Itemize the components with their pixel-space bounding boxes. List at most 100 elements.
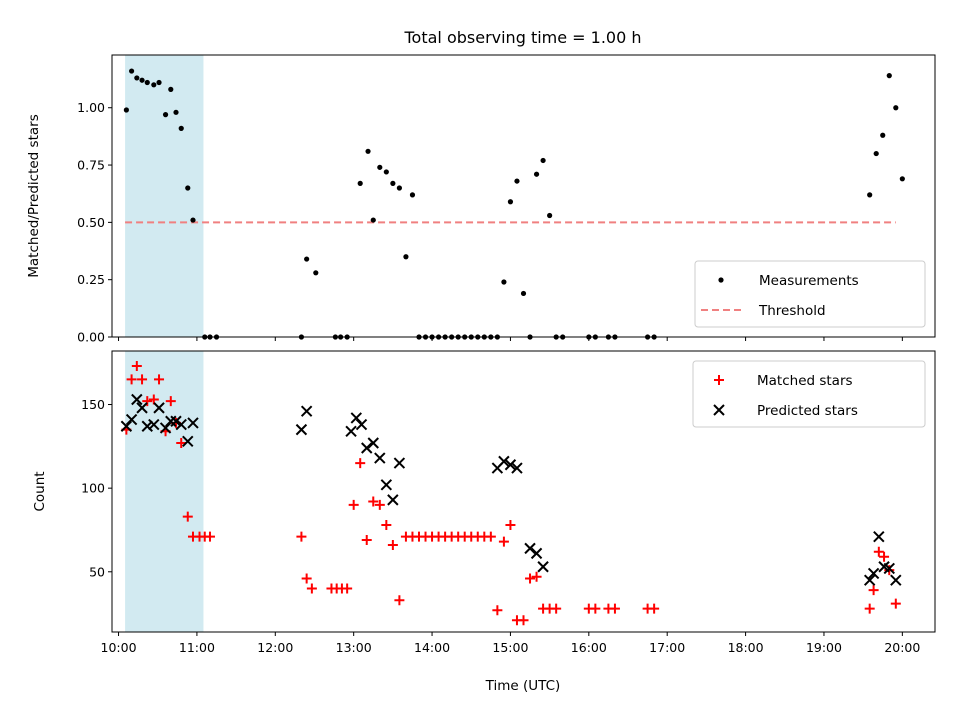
measurement-point: [156, 79, 162, 86]
measurement-point: [178, 125, 184, 131]
y-axis-title: Matched/Predicted stars: [26, 114, 42, 277]
predicted-star-point: [530, 547, 543, 560]
predicted-star-point: [367, 437, 379, 449]
predicted-star-point: [511, 462, 523, 474]
matched-star-point: [884, 565, 895, 576]
measurement-point: [370, 217, 376, 223]
y-tick-label: 150: [81, 397, 105, 412]
predicted-star-point: [873, 530, 885, 543]
x-tick-label: 20:00: [884, 640, 920, 655]
measurement-point: [501, 279, 507, 285]
matched-star-point: [868, 585, 879, 596]
matched-star-point: [505, 519, 516, 530]
top-panel: 0.00 0.25 0.50 0.75 1.00 Matched/Predicted st…: [26, 54, 936, 345]
matched-star-point: [864, 603, 875, 614]
predicted-star-point: [355, 418, 368, 431]
legend-label: Predicted stars: [757, 403, 858, 419]
matched-star-point: [355, 458, 366, 469]
matched-star-point: [126, 374, 137, 385]
predicted-star-point: [141, 420, 153, 432]
y-tick-label: 0.75: [77, 158, 105, 173]
series-predicted-stars: [120, 393, 902, 586]
predicted-star-point: [498, 455, 510, 468]
matched-star-point: [131, 361, 142, 372]
x-tick-label: 19:00: [806, 640, 842, 655]
matched-star-point: [551, 603, 562, 614]
predicted-star-point: [136, 402, 148, 414]
bottom-panel: 10:00 11:00 12:00 13:00 14:00 15:00 16:00 17:00…: [32, 350, 936, 655]
matched-star-point: [890, 598, 901, 609]
legend-box: [694, 260, 926, 328]
matched-star-point: [381, 519, 392, 530]
y-tick-label: 50: [89, 564, 105, 579]
measurement-point: [139, 77, 145, 83]
predicted-star-point: [148, 418, 160, 431]
legend-matched-swatch: [714, 375, 724, 385]
legend-measurement-swatch: [718, 277, 724, 283]
matched-star-point: [498, 536, 509, 547]
observing-span-shade: [125, 55, 204, 337]
matched-star-point: [154, 374, 165, 385]
legend-label: Matched stars: [757, 373, 853, 389]
matched-star-point: [485, 531, 496, 542]
matched-star-point: [492, 605, 503, 616]
y-axis-title: Count: [32, 471, 48, 511]
measurement-point: [396, 185, 402, 191]
predicted-star-point: [380, 479, 393, 491]
matched-star-point: [306, 583, 317, 594]
legend-predicted-swatch: [713, 404, 725, 416]
x-tick-label: 16:00: [571, 640, 607, 655]
x-tick-label: 14:00: [414, 640, 450, 655]
matched-star-point: [387, 540, 398, 551]
measurement-point: [867, 192, 873, 198]
measurement-point: [185, 185, 191, 191]
matched-star-point: [394, 595, 405, 606]
axes-frame: [111, 54, 936, 338]
predicted-star-point: [350, 412, 362, 424]
y-tick-label: 1.00: [77, 100, 105, 115]
matched-star-point: [142, 396, 153, 407]
series-matched-stars: [121, 361, 901, 626]
predicted-star-point: [345, 425, 357, 437]
x-tick-label: 15:00: [492, 640, 528, 655]
measurement-point: [520, 290, 527, 297]
measurement-point: [899, 176, 905, 182]
chart-title: Total observing time = 1.00 h: [403, 28, 641, 47]
predicted-star-point: [153, 402, 165, 414]
axes-frame: [111, 350, 936, 633]
predicted-star-point: [125, 413, 138, 426]
matched-star-point: [301, 573, 312, 584]
y-tick-label: 0.25: [77, 272, 105, 287]
legend-label: Measurements: [759, 273, 859, 289]
matched-star-point: [374, 499, 385, 510]
matched-star-point: [137, 374, 148, 385]
predicted-star-point: [300, 405, 313, 417]
measurement-point: [134, 75, 140, 81]
x-tick-label: 13:00: [336, 640, 372, 655]
observing-span-shade: [125, 351, 204, 632]
x-tick-label: 18:00: [728, 640, 764, 655]
predicted-star-point: [537, 561, 549, 573]
predicted-star-point: [387, 494, 399, 506]
measurement-point: [144, 79, 150, 86]
legend-label: Threshold: [758, 303, 826, 319]
predicted-star-point: [504, 459, 517, 471]
measurement-point: [507, 199, 514, 205]
x-tick-label: 12:00: [257, 640, 293, 655]
y-tick-label: 0.00: [77, 330, 105, 345]
matched-star-point: [342, 583, 353, 594]
matched-star-point: [176, 437, 187, 448]
predicted-star-point: [374, 452, 386, 464]
predicted-star-point: [524, 542, 536, 555]
predicted-star-point: [393, 457, 406, 469]
predicted-star-point: [187, 417, 199, 429]
matched-star-point: [879, 551, 890, 562]
matched-star-point: [368, 496, 379, 507]
predicted-star-point: [883, 562, 895, 575]
legend: Matched stars Predicted stars: [692, 360, 926, 428]
legend: Measurements Threshold: [694, 260, 926, 328]
predicted-star-point: [863, 574, 876, 586]
measurement-point: [173, 109, 179, 115]
y-tick-label: 100: [81, 481, 105, 496]
